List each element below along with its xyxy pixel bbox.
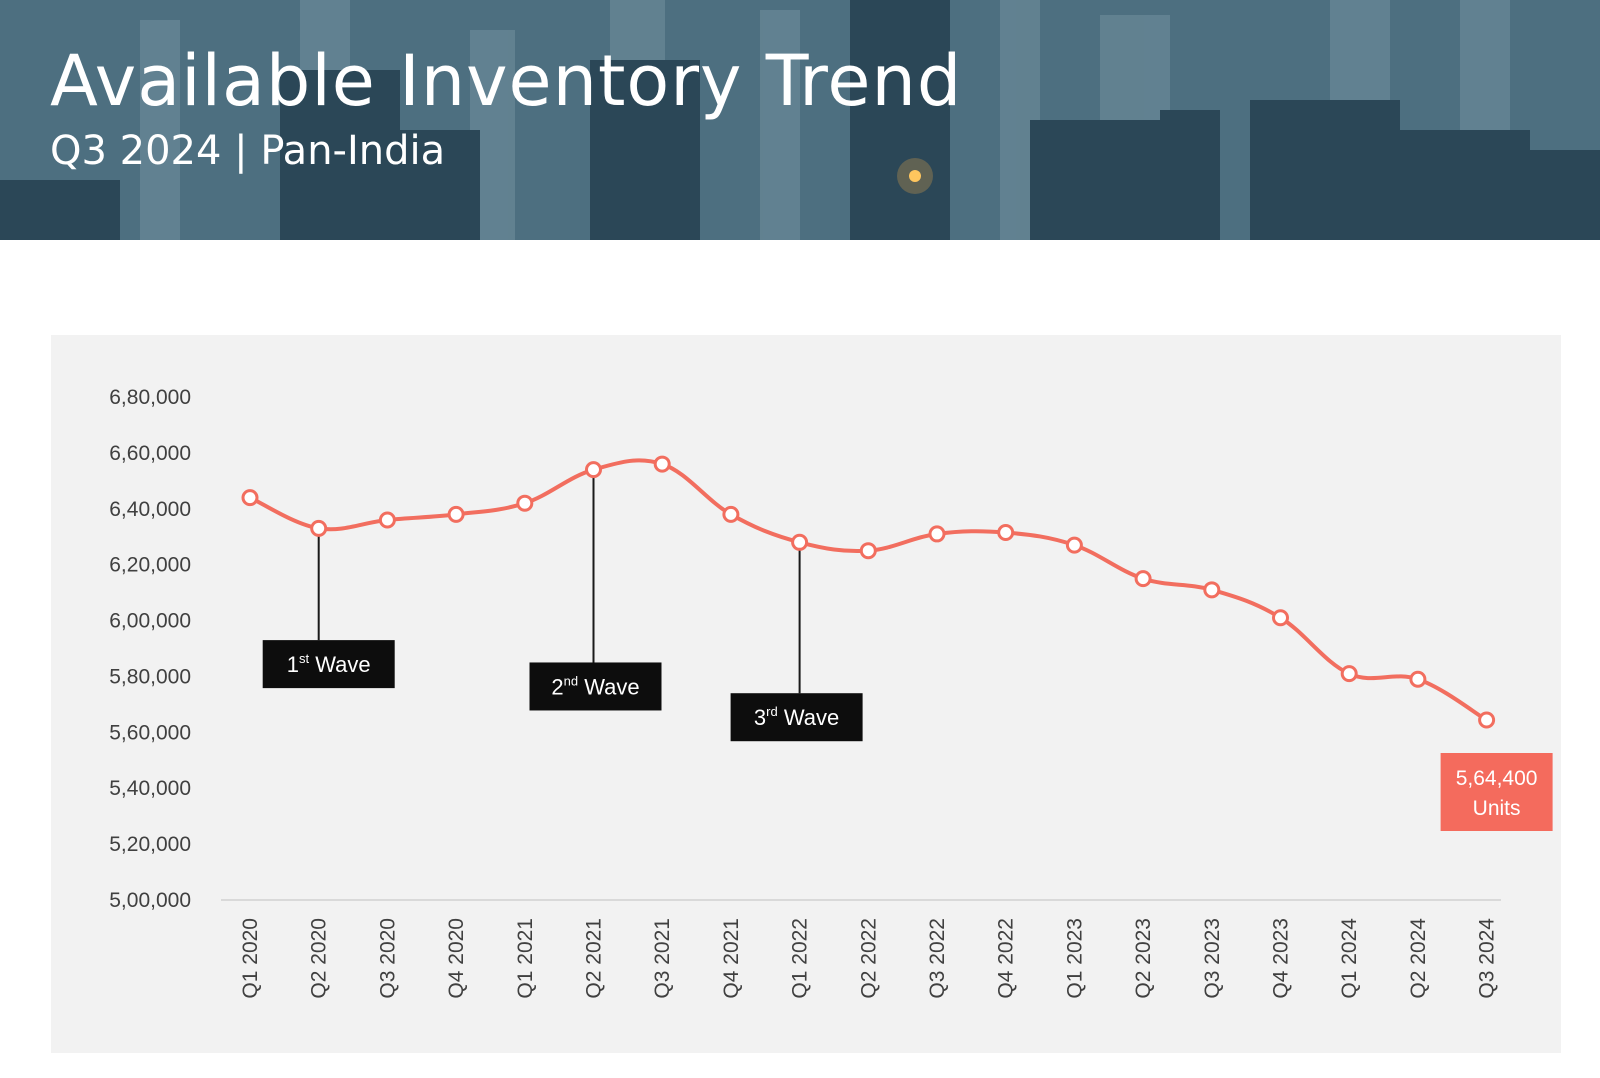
data-point — [516, 494, 534, 512]
x-tick-label: Q3 2022 — [926, 918, 949, 999]
inventory-line-chart: 5,00,000 5,20,000 5,40,000 5,60,000 5,80,000… — [109, 386, 1553, 999]
x-tick-label: Q3 2020 — [376, 918, 399, 999]
wave-annotation: 2nd Wave — [529, 662, 662, 711]
data-point — [1340, 665, 1358, 683]
data-point — [1203, 581, 1221, 599]
x-tick-label: Q2 2024 — [1407, 918, 1430, 999]
y-tick-label: 6,20,000 — [109, 554, 191, 577]
data-point — [447, 505, 465, 523]
x-tick-label: Q2 2022 — [857, 918, 880, 999]
wave-annotation-label: 2nd Wave — [551, 673, 639, 699]
x-tick-label: Q1 2022 — [789, 918, 812, 999]
y-tick-label: 6,60,000 — [109, 442, 191, 465]
x-tick-label: Q4 2023 — [1270, 918, 1293, 999]
data-point — [1065, 536, 1083, 554]
y-tick-label: 5,00,000 — [109, 889, 191, 912]
x-tick-label: Q1 2020 — [239, 918, 262, 999]
light-glow — [909, 170, 921, 182]
data-point — [241, 489, 259, 507]
y-tick-label: 5,80,000 — [109, 665, 191, 688]
callout-value: 5,64,400 — [1456, 767, 1538, 790]
data-point — [997, 524, 1015, 542]
y-tick-label: 6,80,000 — [109, 386, 191, 409]
x-tick-label: Q4 2020 — [445, 918, 468, 999]
wave-annotation: 3rd Wave — [730, 693, 863, 742]
y-tick-label: 5,20,000 — [109, 833, 191, 856]
x-tick-label: Q2 2020 — [308, 918, 331, 999]
y-tick-label: 5,60,000 — [109, 721, 191, 744]
data-point — [928, 525, 946, 543]
y-tick-label: 6,00,000 — [109, 610, 191, 633]
chart-panel: 5,00,000 5,20,000 5,40,000 5,60,000 5,80,000… — [51, 335, 1561, 1053]
y-tick-label: 6,40,000 — [109, 498, 191, 521]
data-point — [310, 519, 328, 537]
data-point — [722, 505, 740, 523]
x-tick-label: Q1 2024 — [1338, 918, 1361, 999]
wave-annotation-box — [262, 640, 395, 689]
wave-annotation-label: 1st Wave — [287, 651, 371, 677]
data-point — [791, 533, 809, 551]
page-title: Available Inventory Trend — [50, 40, 963, 122]
skyline-near — [0, 0, 1600, 240]
x-tick-label: Q4 2022 — [995, 918, 1018, 999]
data-point — [1409, 670, 1427, 688]
x-tick-label: Q1 2023 — [1063, 918, 1086, 999]
callout-unit: Units — [1473, 797, 1521, 820]
x-tick-label: Q3 2024 — [1476, 918, 1499, 999]
light-halo — [897, 158, 933, 194]
callout-box — [1440, 753, 1553, 831]
x-tick-label: Q2 2023 — [1132, 918, 1155, 999]
data-point — [1272, 609, 1289, 627]
x-tick-label: Q1 2021 — [514, 918, 537, 999]
x-tick-label: Q3 2021 — [651, 918, 674, 999]
data-point — [585, 461, 602, 479]
wave-annotation-label: 3rd Wave — [754, 704, 839, 730]
data-point — [1478, 711, 1496, 729]
x-tick-label: Q3 2023 — [1201, 918, 1224, 999]
page-subtitle: Q3 2024 | Pan-India — [50, 128, 446, 174]
series-line — [249, 458, 1488, 722]
wave-annotation: 1st Wave — [262, 640, 395, 689]
wave-annotation-box — [730, 693, 863, 742]
header-banner: Available Inventory Trend Q3 2024 | Pan-… — [0, 0, 1600, 240]
data-point — [1134, 570, 1152, 588]
city-skyline-image — [0, 0, 1600, 240]
x-tick-label: Q4 2021 — [720, 918, 743, 999]
y-tick-label: 5,40,000 — [109, 777, 191, 800]
data-point — [859, 542, 877, 560]
wave-annotation-box — [529, 662, 662, 711]
data-point — [378, 511, 396, 529]
latest-value-callout: 5,64,400 Units — [1440, 753, 1553, 831]
x-tick-label: Q2 2021 — [583, 918, 606, 999]
data-point — [653, 455, 671, 473]
